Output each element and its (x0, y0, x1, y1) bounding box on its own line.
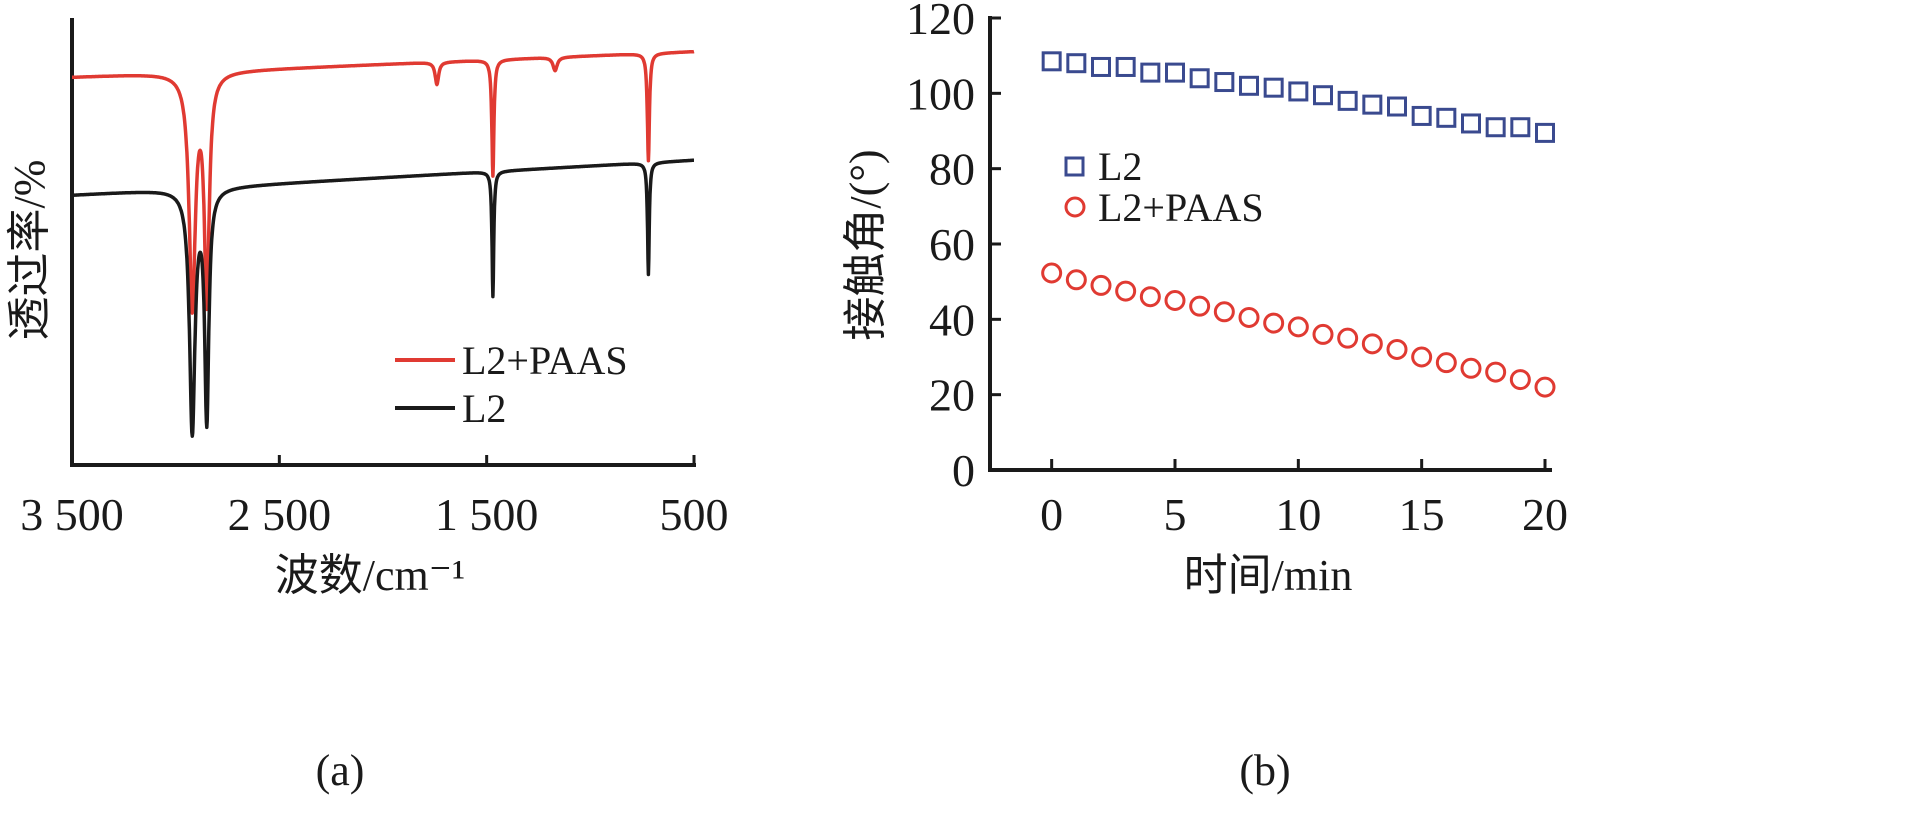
b-point-l2-paas (1411, 346, 1433, 368)
panel-a-ir-spectrum: 3 500 2 500 1 500 500 波数/cm⁻¹ 透过率/% L2+PAAS… (5, 18, 729, 795)
b-legend-marker-l2 (1064, 156, 1085, 177)
b-point-l2-paas (1189, 295, 1211, 317)
b-point-l2-paas (1263, 312, 1285, 334)
b-x-axis-label: 时间/min (1184, 551, 1353, 600)
b-point-l2 (1411, 105, 1432, 126)
b-y-tick-label: 100 (906, 68, 975, 119)
b-point-l2 (1041, 51, 1062, 72)
b-point-l2-paas (1386, 338, 1408, 360)
b-point-l2 (1510, 117, 1531, 138)
b-legend-label-l2: L2 (1098, 144, 1142, 189)
b-point-l2-paas (1213, 301, 1235, 323)
b-x-tick-label: 20 (1522, 489, 1568, 540)
b-point-l2 (1140, 62, 1161, 83)
b-point-l2 (1091, 56, 1111, 77)
b-point-l2-paas (1312, 323, 1334, 345)
b-point-l2-paas (1065, 269, 1087, 291)
b-point-l2 (1485, 117, 1506, 138)
b-x-tick-label: 5 (1164, 489, 1187, 540)
b-legend-label-l2-paas: L2+PAAS (1098, 185, 1264, 230)
b-point-l2-paas (1164, 290, 1186, 311)
b-x-tick-label: 0 (1040, 489, 1063, 540)
b-point-l2-paas (1115, 280, 1137, 302)
a-legend-label-l2-paas: L2+PAAS (462, 338, 628, 383)
b-point-l2-paas (1460, 357, 1482, 379)
b-point-l2-paas (1435, 352, 1457, 374)
b-point-l2-paas (1238, 306, 1260, 328)
b-point-l2 (1436, 107, 1457, 128)
a-x-tick-label: 3 500 (20, 489, 124, 540)
b-y-tick-label: 60 (929, 219, 975, 270)
b-x-tick-label: 10 (1275, 489, 1321, 540)
b-point-l2-paas (1534, 376, 1556, 398)
b-point-l2 (1313, 85, 1333, 106)
panel-b-contact-angle: 0 20 40 60 80 100 120 0 5 10 15 20 时间/min 接触角/(°) L… (841, 0, 1568, 795)
a-x-axis-label: 波数/cm⁻¹ (275, 551, 465, 600)
a-x-tick-label: 1 500 (435, 489, 539, 540)
b-y-axis-label: 接触角/(°) (841, 149, 890, 340)
b-point-l2 (1115, 56, 1136, 77)
b-y-tick-label: 0 (952, 445, 975, 496)
b-caption: (b) (1239, 746, 1290, 795)
b-point-l2-paas (1041, 262, 1063, 284)
b-point-l2 (1066, 53, 1087, 74)
b-legend-marker-l2-paas (1064, 196, 1086, 218)
b-point-l2 (1362, 94, 1383, 115)
b-point-l2 (1263, 77, 1284, 98)
a-series-line-l2 (70, 158, 696, 438)
b-y-tick-label: 20 (929, 370, 975, 421)
b-y-tick-label: 120 (906, 0, 975, 44)
a-x-tick-label: 2 500 (228, 489, 332, 540)
b-point-l2-paas (1139, 286, 1161, 308)
b-legend: L2 L2+PAAS (1064, 144, 1264, 230)
a-caption: (a) (316, 746, 365, 795)
b-point-l2 (1337, 90, 1358, 111)
b-point-l2-paas (1509, 369, 1531, 391)
b-point-l2 (1387, 96, 1407, 117)
a-legend: L2+PAAS L2 (395, 338, 628, 431)
b-point-l2 (1535, 122, 1555, 143)
a-series-line-l2-paas (70, 49, 696, 315)
a-y-axis-label: 透过率/% (5, 160, 54, 341)
b-point-l2-paas (1485, 361, 1507, 383)
b-point-l2 (1239, 75, 1259, 96)
a-x-tick-label: 500 (660, 489, 729, 540)
b-point-l2-paas (1287, 316, 1309, 338)
b-point-l2-paas (1361, 333, 1383, 355)
b-point-l2-paas (1337, 327, 1359, 349)
b-point-l2-paas (1090, 274, 1112, 296)
b-point-l2 (1288, 81, 1309, 102)
b-point-l2 (1214, 72, 1235, 93)
b-x-tick-label: 15 (1399, 489, 1445, 540)
b-y-tick-label: 40 (929, 294, 975, 345)
b-point-l2 (1189, 68, 1210, 89)
b-y-tick-label: 80 (929, 144, 975, 195)
a-legend-label-l2: L2 (462, 386, 506, 431)
b-point-l2 (1461, 113, 1481, 134)
b-point-l2 (1165, 62, 1185, 83)
